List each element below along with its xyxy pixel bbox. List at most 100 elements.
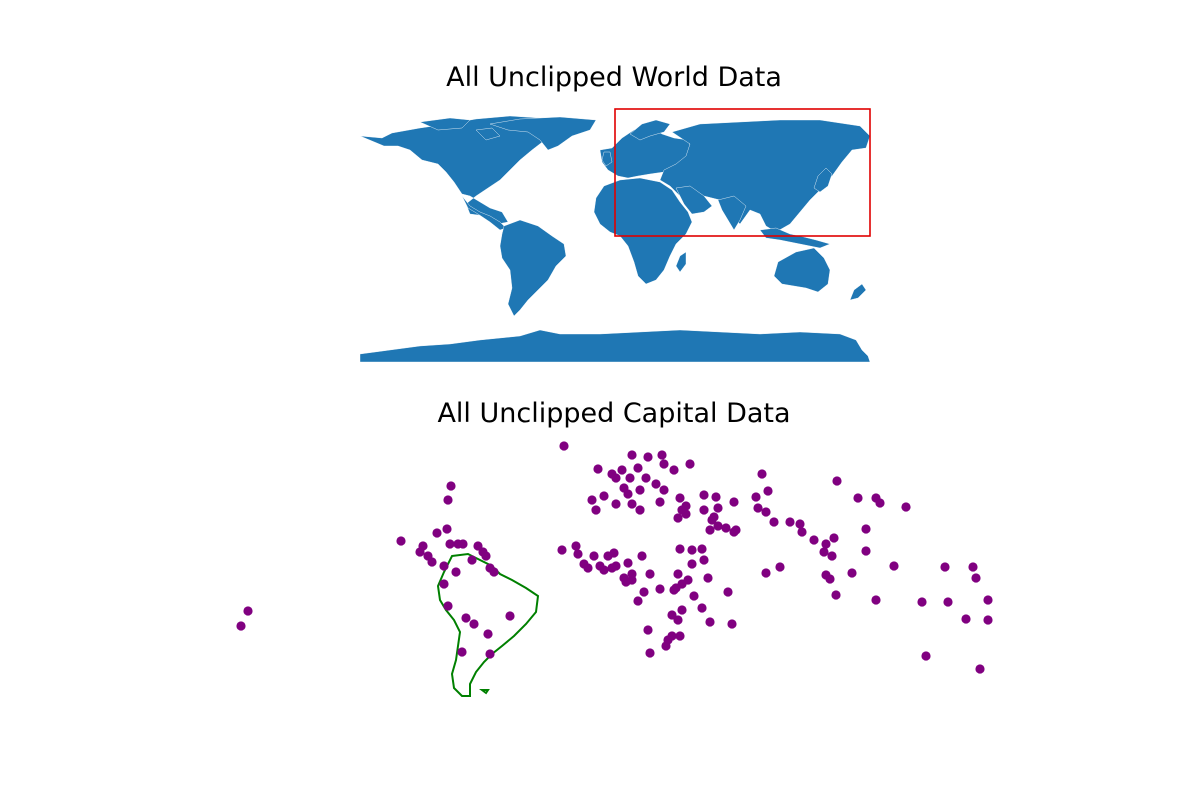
capital-point bbox=[703, 573, 713, 583]
capital-point bbox=[685, 459, 695, 469]
australia-landmass bbox=[773, 247, 831, 293]
arctic-islands bbox=[419, 117, 501, 141]
capital-point bbox=[775, 562, 785, 572]
capital-point bbox=[623, 558, 633, 568]
africa-landmass bbox=[593, 177, 693, 285]
capital-point bbox=[917, 597, 927, 607]
capital-point bbox=[829, 533, 839, 543]
capital-point bbox=[599, 491, 609, 501]
capital-point bbox=[587, 495, 597, 505]
capital-point bbox=[445, 539, 455, 549]
capital-point bbox=[591, 505, 601, 515]
capital-point bbox=[687, 559, 697, 569]
capital-point bbox=[757, 469, 767, 479]
capital-point bbox=[853, 493, 863, 503]
capital-point bbox=[627, 575, 637, 585]
capital-point bbox=[921, 651, 931, 661]
arabian-peninsula bbox=[675, 185, 713, 215]
world-map bbox=[359, 115, 871, 363]
southeast-asia-islands bbox=[759, 227, 831, 249]
capital-point bbox=[761, 568, 771, 578]
capital-point bbox=[683, 575, 693, 585]
capital-point bbox=[821, 539, 831, 549]
capital-point bbox=[655, 584, 665, 594]
capital-point bbox=[645, 569, 655, 579]
indian-subcontinent bbox=[717, 195, 747, 231]
capital-point bbox=[659, 485, 669, 495]
capital-point bbox=[639, 587, 649, 597]
falkland-islands-outline bbox=[479, 689, 490, 695]
capital-point bbox=[659, 459, 669, 469]
capital-point bbox=[721, 523, 731, 533]
north-america-landmass bbox=[359, 115, 553, 225]
capital-point bbox=[975, 664, 985, 674]
capital-point bbox=[729, 497, 739, 507]
capital-point bbox=[699, 490, 709, 500]
capital-point bbox=[467, 555, 477, 565]
capital-point bbox=[469, 619, 479, 629]
capital-point bbox=[669, 465, 679, 475]
new-zealand-landmass bbox=[849, 283, 867, 301]
capital-point bbox=[559, 441, 569, 451]
capital-point bbox=[832, 476, 842, 486]
capital-point bbox=[627, 499, 637, 509]
capital-point bbox=[831, 590, 841, 600]
capital-point bbox=[861, 546, 871, 556]
capital-points bbox=[236, 441, 993, 674]
capital-point bbox=[875, 498, 885, 508]
capital-point bbox=[446, 481, 456, 491]
capital-point bbox=[457, 647, 467, 657]
capital-point bbox=[797, 527, 807, 537]
south-america-outline bbox=[436, 552, 540, 697]
capital-point bbox=[439, 561, 449, 571]
capital-point bbox=[751, 492, 761, 502]
capital-point bbox=[657, 450, 667, 460]
capital-point bbox=[489, 567, 499, 577]
capital-point bbox=[643, 625, 653, 635]
capital-point bbox=[825, 574, 835, 584]
madagascar-landmass bbox=[675, 251, 687, 273]
capital-point bbox=[589, 551, 599, 561]
capital-point bbox=[593, 464, 603, 474]
capital-point bbox=[635, 485, 645, 495]
capital-point bbox=[661, 641, 671, 651]
capital-point bbox=[611, 473, 621, 483]
capital-point bbox=[731, 525, 741, 535]
capital-point bbox=[635, 505, 645, 515]
capital-point bbox=[795, 519, 805, 529]
capital-point bbox=[689, 591, 699, 601]
capital-point bbox=[236, 621, 246, 631]
capital-point bbox=[687, 545, 697, 555]
capital-point bbox=[711, 492, 721, 502]
capital-point bbox=[611, 499, 621, 509]
capital-point bbox=[633, 596, 643, 606]
capital-point bbox=[483, 629, 493, 639]
capital-point bbox=[442, 524, 452, 534]
capital-point bbox=[705, 525, 715, 535]
capital-point bbox=[785, 517, 795, 527]
capital-point bbox=[673, 513, 683, 523]
capital-point bbox=[673, 569, 683, 579]
capital-point bbox=[889, 561, 899, 571]
capital-point bbox=[461, 613, 471, 623]
capital-point bbox=[458, 539, 468, 549]
antarctica-landmass bbox=[359, 329, 871, 363]
capital-point bbox=[753, 503, 763, 513]
capital-point bbox=[637, 551, 647, 561]
capital-point bbox=[723, 587, 733, 597]
capital-map-title: All Unclipped Capital Data bbox=[437, 398, 791, 429]
capital-point bbox=[983, 615, 993, 625]
capital-point bbox=[699, 505, 709, 515]
capital-point bbox=[669, 585, 679, 595]
capital-point bbox=[396, 536, 406, 546]
capital-point bbox=[675, 493, 685, 503]
japan-landmass bbox=[813, 167, 833, 193]
capital-point bbox=[769, 517, 779, 527]
capital-point bbox=[705, 617, 715, 627]
capital-point bbox=[485, 649, 495, 659]
capital-point bbox=[713, 521, 723, 531]
clip-box-rectangle bbox=[614, 108, 871, 237]
capital-point bbox=[675, 544, 685, 554]
capital-point bbox=[971, 573, 981, 583]
